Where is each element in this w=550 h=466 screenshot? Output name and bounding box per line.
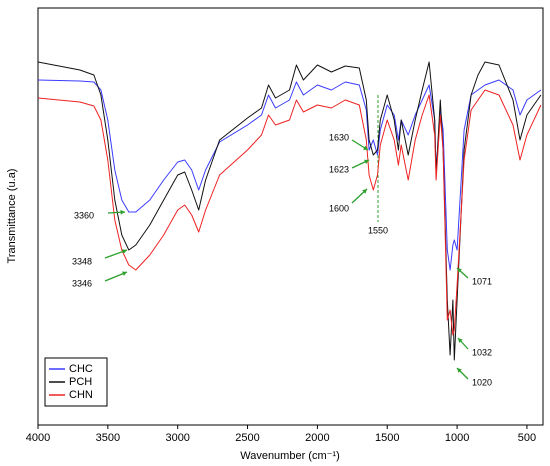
arrow-head — [122, 271, 127, 276]
annotation: 1020 — [472, 377, 492, 387]
arrow-head — [120, 209, 125, 215]
annotation: 1630 — [329, 132, 349, 142]
x-tick-label: 1500 — [375, 432, 399, 444]
arrow-head — [457, 268, 462, 273]
annotation: 3360 — [74, 210, 94, 220]
annotation: 1071 — [472, 276, 492, 286]
legend-label: CHC — [69, 363, 93, 375]
series-line — [37, 89, 542, 336]
arrow-head — [364, 159, 369, 165]
x-tick-label: 2500 — [235, 432, 259, 444]
plot-frame — [37, 7, 544, 426]
x-tick-label: 500 — [518, 432, 536, 444]
arrow-head — [458, 338, 463, 343]
x-tick-label: 1000 — [445, 432, 469, 444]
series-line — [37, 79, 542, 271]
annotation: 1032 — [472, 347, 492, 357]
legend-label: CHN — [69, 389, 93, 401]
annotation: 3346 — [72, 278, 92, 288]
annotation: 1600 — [329, 203, 349, 213]
x-axis-label: Wavenumber (cm⁻¹) — [240, 450, 340, 462]
legend-label: PCH — [69, 376, 92, 388]
annotation: 1623 — [329, 164, 349, 174]
arrow-head — [457, 368, 462, 373]
arrow-head — [122, 249, 127, 254]
arrow-head — [362, 189, 367, 194]
y-axis-label: Transmittance (u.a) — [6, 169, 18, 264]
annotation: 1550 — [368, 225, 388, 235]
arrow-head — [363, 145, 368, 150]
series-line — [37, 61, 542, 361]
x-tick-label: 2000 — [305, 432, 329, 444]
x-tick-label: 3000 — [165, 432, 189, 444]
x-tick-label: 3500 — [96, 432, 120, 444]
annotation: 3348 — [72, 256, 92, 266]
x-tick-label: 4000 — [26, 432, 50, 444]
